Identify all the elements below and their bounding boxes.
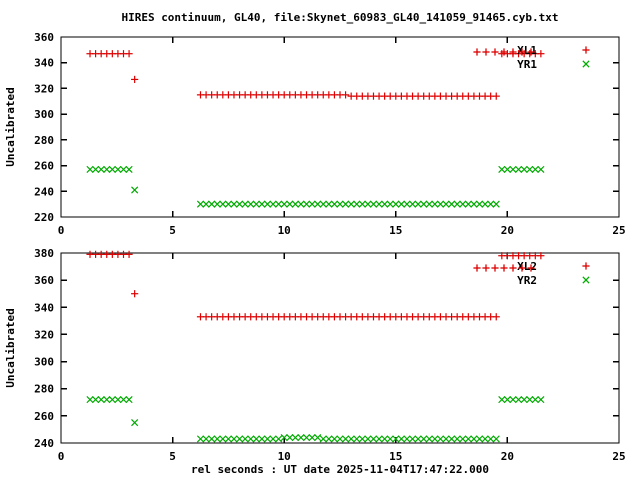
panel-top-frame xyxy=(60,36,620,218)
legend-marker-yr2-cross-icon xyxy=(582,276,590,284)
panel-top-y-ticks: 220 240 260 280 300 320 340 360 xyxy=(34,31,619,224)
plot-title: HIRES continuum, GL40, file:Skynet_60983… xyxy=(121,11,558,24)
legend-label-xl2: XL2 xyxy=(517,260,537,273)
y-tick-label: 360 xyxy=(34,274,54,287)
panel-top-x-ticks: 0 5 10 15 20 25 xyxy=(58,37,626,237)
y-tick-label: 320 xyxy=(34,328,54,341)
x-tick-label: 15 xyxy=(389,224,402,237)
y-tick-label: 360 xyxy=(34,31,54,44)
y-tick-label: 340 xyxy=(34,301,54,314)
y-tick-label: 320 xyxy=(34,82,54,95)
legend-sample-run xyxy=(473,48,535,56)
panel-bottom-y-ticks: 240 260 280 300 320 340 360 380 xyxy=(34,247,619,450)
panel-bottom-y-axis-label: Uncalibrated xyxy=(4,308,17,387)
y-tick-label: 240 xyxy=(34,185,54,198)
legend-label-xl1: XL1 xyxy=(517,44,537,57)
y-tick-label: 260 xyxy=(34,160,54,173)
panel-bottom-frame xyxy=(60,252,620,444)
x-tick-label: 20 xyxy=(501,224,514,237)
x-tick-label: 0 xyxy=(58,450,65,463)
y-tick-label: 300 xyxy=(34,108,54,121)
legend-label-yr1: YR1 xyxy=(517,58,537,71)
panel-top-data-points xyxy=(86,50,545,208)
x-tick-label: 5 xyxy=(169,450,176,463)
series-yr2 xyxy=(86,395,545,443)
x-tick-label: 20 xyxy=(501,450,514,463)
y-tick-label: 280 xyxy=(34,383,54,396)
x-tick-label: 0 xyxy=(58,224,65,237)
legend-marker-xl2-plus-icon xyxy=(582,262,590,270)
panel-top: 220 240 260 280 300 320 340 360 0 5 10 15 20 25 XL1Y… xyxy=(4,31,626,237)
legend-marker-xl1-plus-icon xyxy=(582,46,590,54)
x-tick-label: 10 xyxy=(278,224,291,237)
legend-label-yr2: YR2 xyxy=(517,274,537,287)
panel-bottom: 240 260 280 300 320 340 360 380 0 5 10 15 20 25 XL2Y… xyxy=(4,247,626,463)
y-tick-label: 220 xyxy=(34,211,54,224)
y-tick-label: 340 xyxy=(34,57,54,70)
series-xl1 xyxy=(86,50,545,100)
y-tick-label: 280 xyxy=(34,134,54,147)
y-tick-label: 260 xyxy=(34,410,54,423)
panel-bottom-data-points xyxy=(86,250,545,443)
legend-marker-yr1-cross-icon xyxy=(582,60,590,68)
panel-top-y-axis-label: Uncalibrated xyxy=(4,87,17,166)
y-tick-label: 300 xyxy=(34,356,54,369)
x-tick-label: 25 xyxy=(612,450,625,463)
legend-sample-run xyxy=(473,264,535,272)
x-tick-label: 10 xyxy=(278,450,291,463)
y-tick-label: 380 xyxy=(34,247,54,260)
x-axis-label: rel seconds : UT date 2025-11-04T17:47:2… xyxy=(191,463,489,476)
x-tick-label: 5 xyxy=(169,224,176,237)
y-tick-label: 240 xyxy=(34,437,54,450)
x-tick-label: 15 xyxy=(389,450,402,463)
series-yr1 xyxy=(86,165,545,208)
x-tick-label: 25 xyxy=(612,224,625,237)
series-xl2 xyxy=(86,250,545,321)
